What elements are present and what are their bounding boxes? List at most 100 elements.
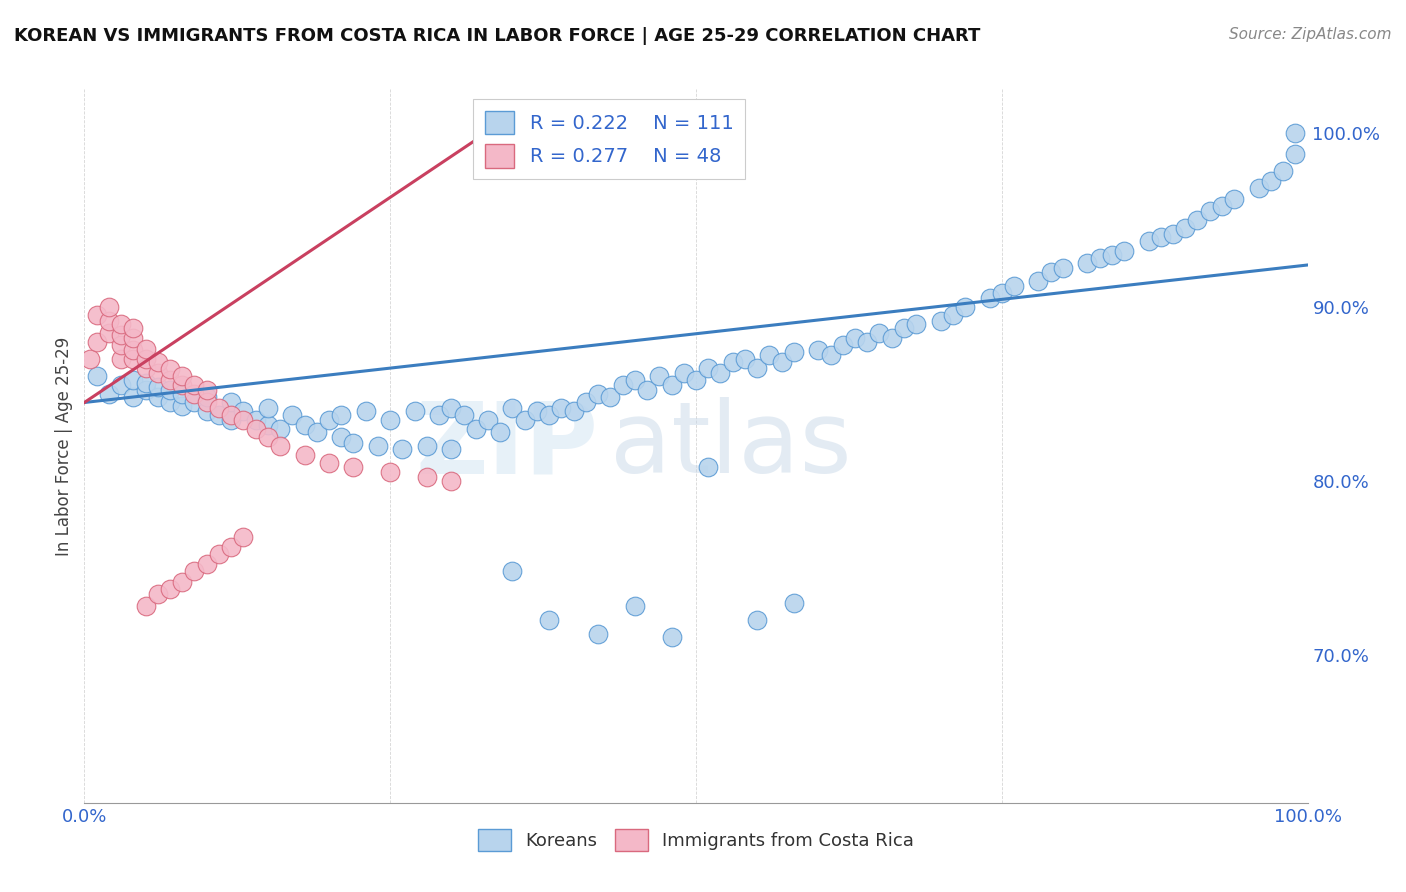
Point (856, 334, 879, 349)
Point (257, 401, 280, 415)
Point (979, 291, 1001, 305)
Point (146, 355, 169, 369)
Point (183, 386, 205, 401)
Text: atlas: atlas (610, 398, 852, 494)
Point (208, 401, 231, 415)
Point (672, 366, 695, 380)
Point (1137, 234, 1160, 248)
Point (562, 404, 585, 418)
Point (294, 418, 316, 433)
Legend: Koreans, Immigrants from Costa Rica: Koreans, Immigrants from Costa Rica (471, 822, 921, 858)
Point (135, 599, 157, 614)
Point (502, 564, 524, 578)
Point (245, 421, 267, 435)
Point (783, 596, 806, 610)
Point (1028, 274, 1050, 288)
Point (1284, 126, 1306, 140)
Point (86, 369, 108, 384)
Point (122, 343, 145, 358)
Point (599, 390, 621, 404)
Point (232, 529, 254, 543)
Point (747, 613, 769, 627)
Point (146, 390, 169, 404)
Point (354, 404, 377, 418)
Point (172, 386, 194, 401)
Point (269, 421, 291, 435)
Point (257, 430, 280, 444)
Point (770, 355, 793, 369)
Point (747, 360, 769, 375)
Point (172, 369, 194, 384)
Point (538, 408, 561, 422)
Point (721, 355, 744, 369)
Point (1260, 174, 1282, 188)
Point (183, 378, 205, 392)
Point (477, 413, 499, 427)
Point (183, 395, 205, 409)
Point (624, 599, 647, 614)
Point (612, 378, 634, 392)
Point (97, 300, 120, 314)
Point (905, 317, 928, 331)
Y-axis label: In Labor Force | Age 25-29: In Labor Force | Age 25-29 (55, 336, 73, 556)
Point (122, 373, 145, 387)
Point (1272, 164, 1295, 178)
Point (880, 331, 903, 345)
Point (245, 413, 267, 427)
Point (758, 349, 780, 363)
Point (195, 395, 218, 409)
Point (110, 327, 132, 342)
Point (257, 418, 280, 433)
Point (820, 349, 842, 363)
Point (586, 386, 609, 401)
Point (1002, 278, 1025, 293)
Point (1223, 192, 1246, 206)
Point (219, 408, 242, 422)
Point (146, 366, 169, 380)
Point (208, 408, 231, 422)
Point (97, 326, 120, 340)
Point (86, 334, 108, 349)
Point (953, 300, 976, 314)
Point (159, 384, 181, 398)
Point (697, 360, 720, 375)
Point (636, 384, 658, 398)
Point (807, 343, 830, 358)
Point (110, 317, 132, 331)
Point (219, 413, 242, 427)
Point (1088, 251, 1111, 265)
Point (538, 613, 561, 627)
Point (831, 338, 853, 352)
Point (1052, 261, 1074, 276)
Point (122, 320, 145, 334)
Point (1114, 244, 1136, 258)
Point (159, 395, 181, 409)
Point (453, 408, 475, 422)
Point (783, 345, 806, 359)
Point (464, 421, 486, 435)
Point (183, 564, 205, 578)
Point (513, 413, 536, 427)
Point (305, 425, 328, 439)
Point (122, 351, 145, 366)
Point (991, 285, 1014, 300)
Point (1161, 227, 1184, 241)
Point (404, 404, 426, 418)
Point (489, 425, 512, 439)
Point (416, 439, 439, 453)
Point (135, 376, 157, 391)
Point (440, 474, 463, 488)
Point (624, 373, 647, 387)
Point (1187, 212, 1209, 227)
Point (1039, 265, 1062, 279)
Point (318, 413, 340, 427)
Point (281, 408, 304, 422)
Point (122, 331, 145, 345)
Point (1198, 204, 1220, 219)
Point (1247, 181, 1270, 195)
Point (159, 373, 181, 387)
Point (1284, 146, 1306, 161)
Point (526, 404, 548, 418)
Point (232, 413, 254, 427)
Point (135, 384, 157, 398)
